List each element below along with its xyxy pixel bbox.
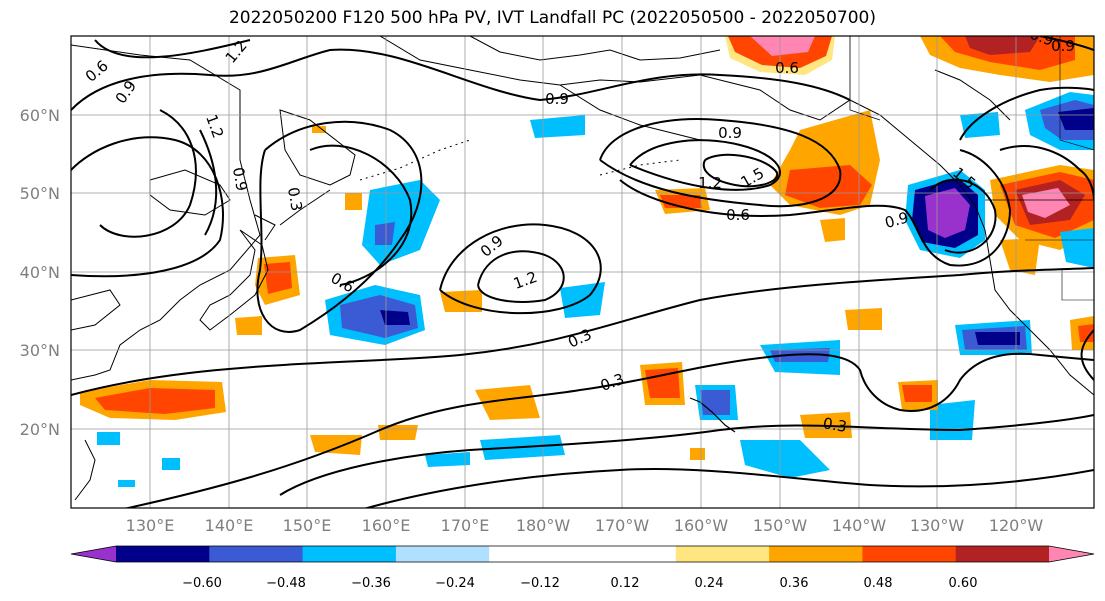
contour-label: 0.9 [112,77,140,107]
colorbar-segment [582,546,677,562]
colorbar-tick: −0.60 [182,576,222,591]
contour-label: 1.2 [511,268,540,293]
lat-label: 20°N [20,420,60,439]
colorbar-tick: −0.48 [266,576,306,591]
contour-label: 0.6 [82,57,112,86]
map-frame [70,35,1095,509]
colorbar-segment [862,546,957,562]
lat-label: 50°N [20,184,60,203]
colorbar-tick: 0.24 [695,576,724,591]
lon-label: 120°W [989,516,1044,535]
lon-label: 170°E [441,516,490,535]
contour-label: 1.2 [202,112,227,141]
lon-label: 150°W [753,516,808,535]
map-plot-area: 0.6 0.9 1.2 1.2 0.9 0.3 0.6 0.9 1.2 0.9 … [71,36,1094,508]
contour-label: 0.9 [718,124,742,142]
contour-label: 1.2 [698,174,722,192]
lon-label: 160°E [362,516,411,535]
colorbar-segment [116,546,210,562]
colorbar-tick: −0.12 [520,576,560,591]
contour-label: 0.9 [883,208,911,232]
contour-label: 0.9 [229,166,251,193]
colorbar-extend-low [71,546,116,562]
colorbar-tick: −0.36 [351,576,391,591]
colorbar-segment [395,546,490,562]
lat-label: 40°N [20,263,60,282]
colorbar-segment [955,546,1050,562]
longitude-labels: 130°E 140°E 150°E 160°E 170°E 180°W 170°… [126,516,1044,535]
colorbar-tick: −0.24 [435,576,475,591]
colorbar-tick: 0.12 [611,576,640,591]
contour-label: 0.9 [477,232,507,261]
colorbar-extend-high [1049,546,1094,562]
lon-label: 180°W [516,516,571,535]
colorbar-tick: 0.48 [864,576,893,591]
lon-label: 150°E [283,516,332,535]
colorbar-segment [489,546,584,562]
pv-contours [71,36,1094,508]
gridlines [71,36,1094,508]
colorbar-segment [209,546,304,562]
coastlines [71,36,1094,501]
lon-label: 130°W [910,516,965,535]
colorbar-tick: 0.36 [780,576,809,591]
colorbar-segment [769,546,863,562]
map-title: 2022050200 F120 500 hPa PV, IVT Landfall… [228,8,876,28]
colorbar-ticks: −0.60 −0.48 −0.36 −0.24 −0.12 0.12 0.24 … [182,576,977,591]
lon-label: 140°W [832,516,887,535]
colorbar-tick: 0.60 [949,576,978,591]
latitude-labels: 60°N 50°N 40°N 30°N 20°N [20,106,60,439]
lon-label: 160°W [674,516,729,535]
contour-label: 0.3 [822,414,849,436]
contour-label: 0.9 [545,90,569,108]
contour-label: 0.6 [726,206,750,224]
contour-label: 0.3 [284,186,306,213]
contour-label: 0.9 [1051,37,1075,55]
lon-label: 170°W [595,516,650,535]
colorbar-outline [70,545,1095,563]
lat-label: 60°N [20,106,60,125]
colorbar: −0.60 −0.48 −0.36 −0.24 −0.12 0.12 0.24 … [70,545,1095,591]
lon-label: 140°E [205,516,254,535]
colorbar-segment [675,546,770,562]
lat-label: 30°N [20,341,60,360]
colorbar-segments [71,546,1094,562]
lon-label: 130°E [126,516,175,535]
colorbar-segment [302,546,397,562]
contour-label: 0.6 [775,59,799,77]
contour-label: 0.3 [565,325,594,351]
